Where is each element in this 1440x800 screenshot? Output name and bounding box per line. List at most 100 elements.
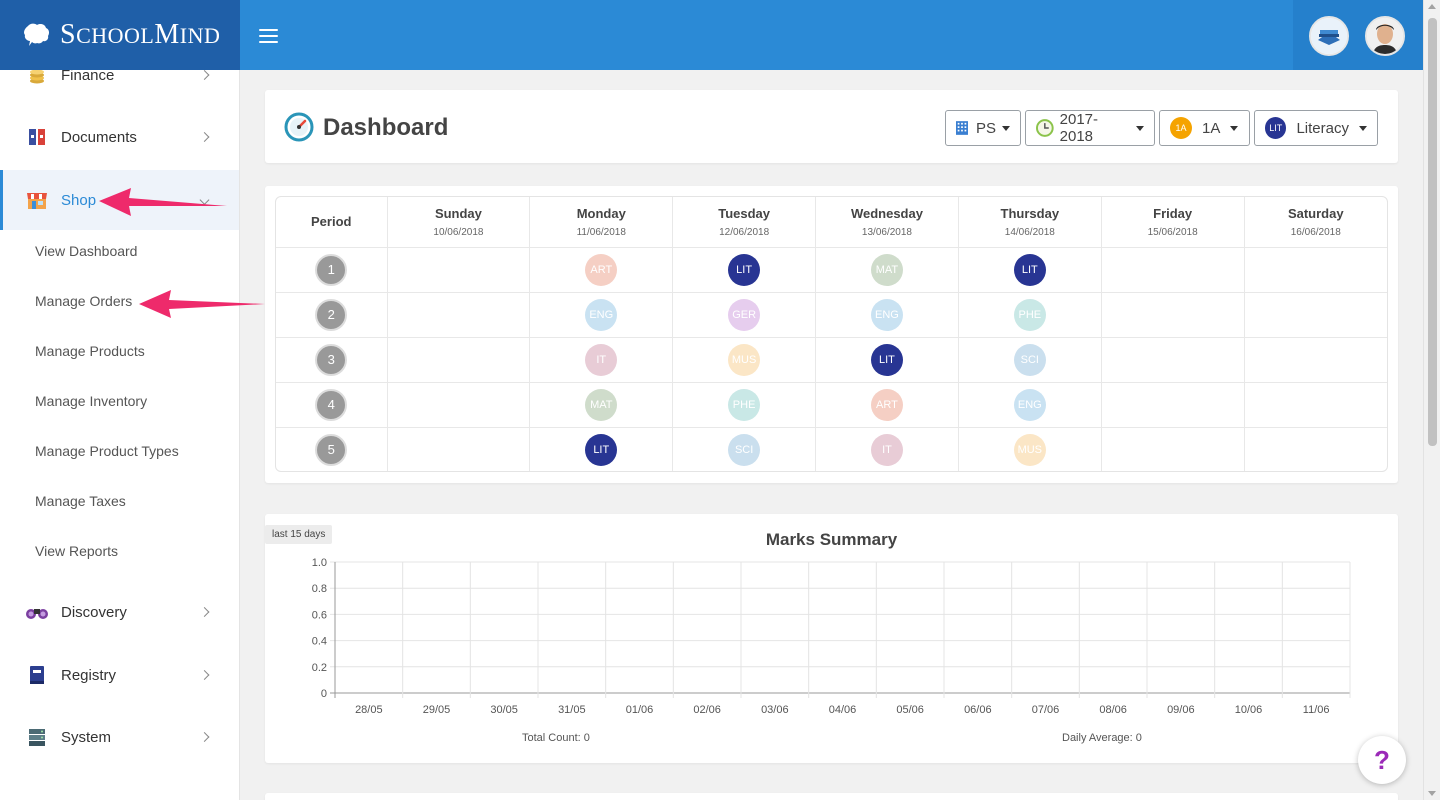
sidebar-item-finance[interactable]: Finance	[0, 70, 239, 105]
sidebar-item-system[interactable]: System	[0, 707, 239, 767]
timetable-cell[interactable]: LIT	[529, 427, 674, 471]
timetable-cell[interactable]: LIT	[958, 247, 1102, 293]
subject-badge[interactable]: LIT	[585, 433, 618, 466]
section-dropdown[interactable]: PS	[945, 110, 1021, 146]
timetable-cell[interactable]: PHE	[672, 382, 817, 428]
subject-value: Literacy	[1296, 119, 1349, 137]
subject-badge[interactable]: PHE	[728, 388, 761, 421]
sidebar-item-label: Finance	[61, 70, 115, 84]
subject-badge[interactable]: ART	[870, 388, 903, 421]
coins-icon	[25, 70, 49, 86]
day-header: Monday 11/06/2018	[529, 197, 674, 248]
timetable-cell	[1244, 382, 1387, 428]
timetable-cell[interactable]: ENG	[529, 292, 674, 338]
timetable-header-row: Period Sunday 10/06/2018 Monday 11/06/2018…	[276, 197, 1387, 248]
timetable-cell[interactable]: PHE	[958, 292, 1102, 338]
x-tick-label: 06/06	[964, 704, 992, 716]
subject-badge[interactable]: ENG	[870, 298, 903, 331]
x-tick-label: 05/06	[896, 704, 924, 716]
scrollbar-thumb[interactable]	[1428, 18, 1437, 446]
subject-badge[interactable]: MUS	[1013, 433, 1046, 466]
page-scrollbar[interactable]	[1423, 0, 1440, 800]
sidebar-item-registry[interactable]: Registry	[0, 645, 239, 705]
timetable-cell[interactable]: MUS	[958, 427, 1102, 471]
sidebar-item-label: System	[61, 728, 112, 746]
timetable-cell[interactable]: MAT	[815, 247, 959, 293]
caret-down-icon	[1136, 125, 1144, 131]
timetable-cell[interactable]: IT	[815, 427, 959, 471]
timetable-row: 4 MAT PHE ART ENG	[276, 382, 1387, 428]
sidebar-subitem-manage-products[interactable]: Manage Products	[35, 343, 145, 359]
year-dropdown[interactable]: 2017-2018	[1025, 110, 1155, 146]
sidebar-subitem-manage-inventory[interactable]: Manage Inventory	[35, 393, 148, 409]
brand-name: SCHOOLMIND	[60, 19, 221, 50]
x-tick-label: 02/06	[693, 704, 721, 716]
timetable-cell[interactable]: SCI	[958, 337, 1102, 383]
timetable-cell[interactable]: LIT	[672, 247, 817, 293]
timetable-cell[interactable]: GER	[672, 292, 817, 338]
subject-badge[interactable]: ART	[585, 253, 618, 286]
timetable-cell[interactable]: IT	[529, 337, 674, 383]
timetable-cell	[387, 427, 531, 471]
subject-badge[interactable]: LIT	[870, 343, 903, 376]
day-header: Friday 15/06/2018	[1101, 197, 1245, 248]
timetable-cell[interactable]: ART	[529, 247, 674, 293]
timetable-cell[interactable]: SCI	[672, 427, 817, 471]
timetable: Period Sunday 10/06/2018 Monday 11/06/2018…	[275, 196, 1388, 472]
day-header: Tuesday 12/06/2018	[672, 197, 817, 248]
subject-badge[interactable]: SCI	[728, 433, 761, 466]
subject-badge[interactable]: MAT	[585, 388, 618, 421]
timetable-cell[interactable]: MAT	[529, 382, 674, 428]
total-count: Total Count: 0	[522, 732, 590, 744]
user-avatar[interactable]	[1365, 16, 1405, 56]
timetable-cell[interactable]: LIT	[815, 337, 959, 383]
timetable-cell[interactable]: ENG	[958, 382, 1102, 428]
y-tick-label: 0.8	[312, 583, 327, 595]
subject-badge[interactable]: SCI	[1013, 343, 1046, 376]
period-cell: 3	[276, 337, 388, 383]
x-tick-label: 10/06	[1235, 704, 1263, 716]
timetable-cell	[1101, 292, 1245, 338]
sidebar-subitem-view-dashboard[interactable]: View Dashboard	[35, 243, 138, 259]
timetable-cell[interactable]: ART	[815, 382, 959, 428]
subject-badge[interactable]: ENG	[585, 298, 618, 331]
subject-badge[interactable]: LIT	[728, 253, 761, 286]
timetable-cell	[1244, 247, 1387, 293]
timetable-cell[interactable]: ENG	[815, 292, 959, 338]
sidebar-subitem-manage-taxes[interactable]: Manage Taxes	[35, 493, 126, 509]
subject-badge[interactable]: LIT	[1013, 253, 1046, 286]
scroll-down-icon[interactable]	[1428, 791, 1436, 796]
sidebar-item-shop[interactable]: Shop	[0, 170, 239, 230]
timetable-card: Period Sunday 10/06/2018 Monday 11/06/2018…	[265, 186, 1398, 483]
sidebar: Finance Documents Shop View Dashboard Ma…	[0, 70, 240, 800]
subject-badge[interactable]: ENG	[1013, 388, 1046, 421]
y-tick-label: 0.6	[312, 609, 327, 621]
period-number: 1	[315, 253, 348, 286]
course-badge-icon[interactable]	[1309, 16, 1349, 56]
subject-badge[interactable]: PHE	[1013, 298, 1046, 331]
subject-badge[interactable]: MAT	[870, 253, 903, 286]
day-header: Thursday 14/06/2018	[958, 197, 1102, 248]
top-bar: SCHOOLMIND	[0, 0, 1423, 70]
subject-dropdown[interactable]: LIT Literacy	[1254, 110, 1378, 146]
x-tick-label: 07/06	[1032, 704, 1060, 716]
sidebar-item-discovery[interactable]: Discovery	[0, 582, 239, 642]
brand[interactable]: SCHOOLMIND	[0, 0, 240, 70]
class-badge: 1A	[1170, 117, 1192, 139]
day-header: Saturday 16/06/2018	[1244, 197, 1387, 248]
help-button[interactable]: ?	[1358, 736, 1406, 784]
sidebar-subitem-manage-orders[interactable]: Manage Orders	[35, 293, 133, 309]
timetable-cell[interactable]: MUS	[672, 337, 817, 383]
sidebar-subitem-manage-product-types[interactable]: Manage Product Types	[35, 443, 179, 459]
subject-badge[interactable]: IT	[585, 343, 618, 376]
scroll-up-icon[interactable]	[1428, 4, 1436, 9]
class-dropdown[interactable]: 1A 1A	[1159, 110, 1250, 146]
menu-toggle-icon[interactable]	[259, 29, 278, 43]
sidebar-subitem-view-reports[interactable]: View Reports	[35, 543, 119, 559]
chevron-down-icon	[199, 195, 210, 205]
subject-badge[interactable]: GER	[728, 298, 761, 331]
subject-badge[interactable]: MUS	[728, 343, 761, 376]
sidebar-item-documents[interactable]: Documents	[0, 107, 239, 167]
subject-badge[interactable]: IT	[870, 433, 903, 466]
y-tick-label: 0.2	[312, 662, 327, 674]
